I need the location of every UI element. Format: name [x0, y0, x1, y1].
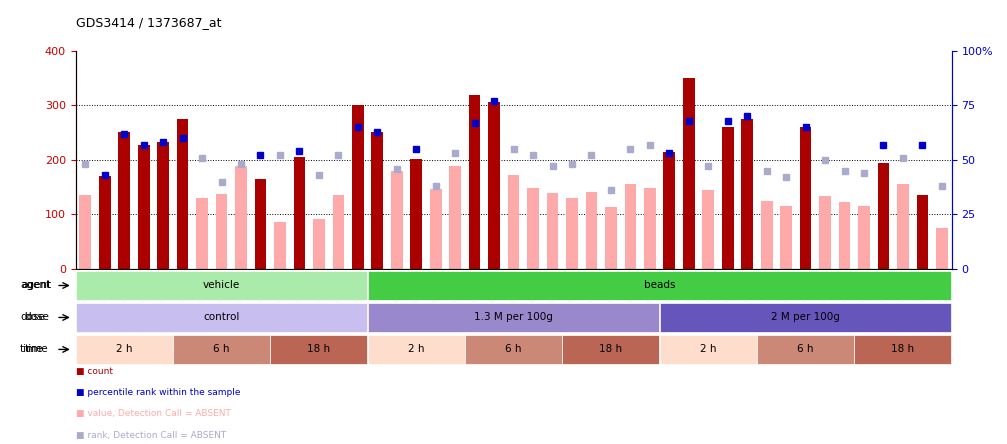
Bar: [236, 166, 247, 269]
Bar: [563, 335, 660, 364]
Bar: [488, 102, 499, 269]
Bar: [119, 131, 130, 269]
Bar: [855, 335, 952, 364]
Bar: [76, 271, 368, 300]
Bar: [332, 194, 344, 269]
Text: control: control: [203, 313, 240, 322]
Text: agent: agent: [22, 281, 51, 290]
Bar: [368, 303, 660, 332]
Bar: [741, 119, 753, 269]
Bar: [508, 174, 520, 269]
Bar: [839, 202, 850, 269]
Bar: [660, 335, 756, 364]
Text: time: time: [20, 345, 43, 354]
Bar: [138, 145, 149, 269]
Text: 1.3 M per 100g: 1.3 M per 100g: [474, 313, 553, 322]
Bar: [916, 195, 928, 269]
Bar: [76, 335, 172, 364]
Text: 2 h: 2 h: [408, 345, 425, 354]
Text: dose: dose: [20, 313, 45, 322]
Bar: [294, 157, 305, 269]
Bar: [722, 127, 733, 269]
Bar: [800, 127, 812, 269]
Bar: [469, 95, 480, 269]
Bar: [624, 184, 636, 269]
Bar: [430, 189, 441, 269]
Bar: [937, 228, 948, 269]
Bar: [605, 207, 616, 269]
Bar: [177, 119, 188, 269]
Bar: [820, 196, 831, 269]
Bar: [683, 78, 695, 269]
Text: 6 h: 6 h: [798, 345, 814, 354]
Bar: [255, 179, 266, 269]
Bar: [566, 198, 578, 269]
Bar: [313, 218, 324, 269]
Bar: [897, 184, 908, 269]
Text: 18 h: 18 h: [891, 345, 914, 354]
Bar: [274, 222, 286, 269]
Bar: [664, 152, 675, 269]
Bar: [878, 163, 889, 269]
Text: 2 h: 2 h: [116, 345, 133, 354]
Bar: [780, 206, 792, 269]
Bar: [76, 303, 368, 332]
Bar: [173, 335, 270, 364]
Text: 6 h: 6 h: [213, 345, 230, 354]
Bar: [196, 198, 207, 269]
Bar: [372, 131, 383, 269]
Bar: [271, 335, 368, 364]
Text: 2 M per 100g: 2 M per 100g: [771, 313, 840, 322]
Bar: [449, 166, 461, 269]
Bar: [644, 188, 656, 269]
Text: beads: beads: [643, 281, 676, 290]
Bar: [391, 171, 403, 269]
Text: time: time: [25, 345, 48, 354]
Bar: [157, 143, 169, 269]
Bar: [465, 335, 562, 364]
Bar: [586, 193, 597, 269]
Text: 2 h: 2 h: [700, 345, 717, 354]
Bar: [757, 335, 854, 364]
Bar: [368, 271, 952, 300]
Text: vehicle: vehicle: [203, 281, 240, 290]
Text: ■ percentile rank within the sample: ■ percentile rank within the sample: [76, 388, 240, 397]
Text: 18 h: 18 h: [599, 345, 622, 354]
Text: 6 h: 6 h: [506, 345, 522, 354]
Bar: [352, 106, 364, 269]
Bar: [761, 201, 772, 269]
Text: ■ count: ■ count: [76, 367, 113, 376]
Bar: [368, 335, 464, 364]
Bar: [858, 206, 870, 269]
Bar: [411, 159, 422, 269]
Bar: [80, 195, 91, 269]
Text: 18 h: 18 h: [307, 345, 330, 354]
Bar: [547, 193, 558, 269]
Text: ■ value, Detection Call = ABSENT: ■ value, Detection Call = ABSENT: [76, 409, 231, 418]
Bar: [215, 194, 228, 269]
Text: GDS3414 / 1373687_at: GDS3414 / 1373687_at: [76, 16, 221, 29]
Bar: [528, 188, 539, 269]
Bar: [660, 303, 952, 332]
Text: agent: agent: [20, 281, 50, 290]
Bar: [703, 190, 714, 269]
Text: dose: dose: [24, 313, 49, 322]
Bar: [99, 176, 111, 269]
Text: ■ rank, Detection Call = ABSENT: ■ rank, Detection Call = ABSENT: [76, 431, 226, 440]
